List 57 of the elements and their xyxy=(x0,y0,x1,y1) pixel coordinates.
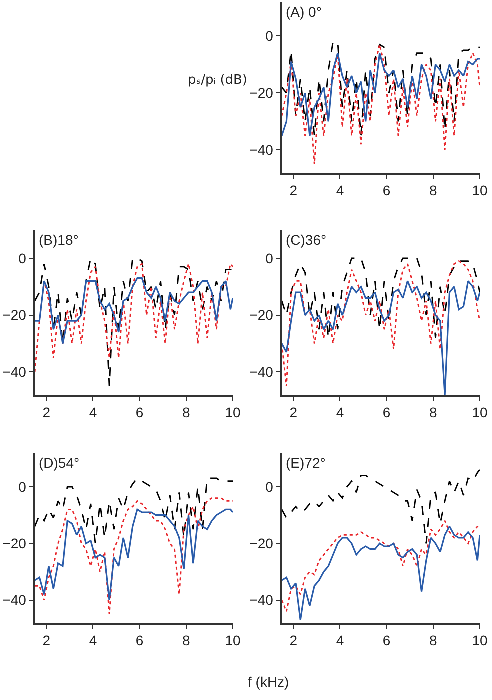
y-axis-title: pₛ/pᵢ (dB) xyxy=(188,73,248,88)
x-tick-label: 6 xyxy=(136,632,144,649)
x-tick-label: 10 xyxy=(225,404,241,421)
chart-title: (C)36° xyxy=(286,232,327,248)
line-series xyxy=(282,469,480,544)
y-tick-label: −40 xyxy=(250,592,274,608)
y-tick-label: −40 xyxy=(2,364,27,380)
x-tick-label: 8 xyxy=(430,632,438,649)
line-series xyxy=(35,258,233,388)
y-tick-label: −20 xyxy=(250,85,274,102)
x-tick-label: 2 xyxy=(290,404,298,421)
x-tick-label: 4 xyxy=(336,404,344,421)
y-tick-label: −20 xyxy=(2,307,27,324)
x-tick-label: 4 xyxy=(89,632,98,649)
line-series xyxy=(35,263,233,373)
y-tick-label: 0 xyxy=(266,478,274,495)
x-tick-label: 4 xyxy=(336,182,344,199)
line-series xyxy=(35,478,233,544)
y-tick-label: −40 xyxy=(250,364,274,380)
x-tick-label: 10 xyxy=(472,182,488,199)
y-tick-label: 0 xyxy=(18,478,27,495)
x-tick-label: 2 xyxy=(290,632,298,649)
x-tick-label: 8 xyxy=(182,404,191,421)
y-tick-label: −40 xyxy=(2,592,27,608)
y-tick-label: 0 xyxy=(266,28,274,44)
x-tick-label: 10 xyxy=(225,632,241,649)
line-series xyxy=(282,258,480,339)
x-tick-label: 6 xyxy=(382,182,391,199)
x-tick-label: 8 xyxy=(430,404,438,421)
line-series xyxy=(35,508,233,602)
x-tick-label: 6 xyxy=(136,404,144,421)
line-series xyxy=(282,44,480,166)
y-tick-label: −20 xyxy=(250,307,274,324)
chart-title: (A) 0° xyxy=(286,4,322,20)
y-tick-label: 0 xyxy=(18,250,27,266)
x-tick-label: 8 xyxy=(182,632,191,649)
y-tick-label: −20 xyxy=(2,536,27,552)
line-series xyxy=(282,260,480,388)
y-tick-label: 0 xyxy=(266,250,274,266)
x-tick-label: 10 xyxy=(472,632,488,649)
chart-title: (E)72° xyxy=(286,455,326,471)
x-tick-label: 4 xyxy=(89,404,98,421)
line-series xyxy=(35,498,233,616)
x-tick-label: 2 xyxy=(42,632,51,649)
line-series xyxy=(35,278,233,345)
chart-title: (D)54° xyxy=(39,455,80,471)
y-tick-label: −20 xyxy=(250,536,274,552)
x-tick-label: 8 xyxy=(430,182,438,199)
x-tick-label: 6 xyxy=(382,404,391,421)
x-axis-title: f (kHz) xyxy=(248,674,290,690)
x-tick-label: 6 xyxy=(382,632,391,649)
x-tick-label: 2 xyxy=(42,404,51,421)
x-tick-label: 10 xyxy=(472,404,488,421)
x-tick-label: 4 xyxy=(336,632,344,649)
chart-title: (B)18° xyxy=(39,232,79,248)
x-tick-label: 2 xyxy=(290,182,298,199)
y-tick-label: −40 xyxy=(250,142,274,158)
